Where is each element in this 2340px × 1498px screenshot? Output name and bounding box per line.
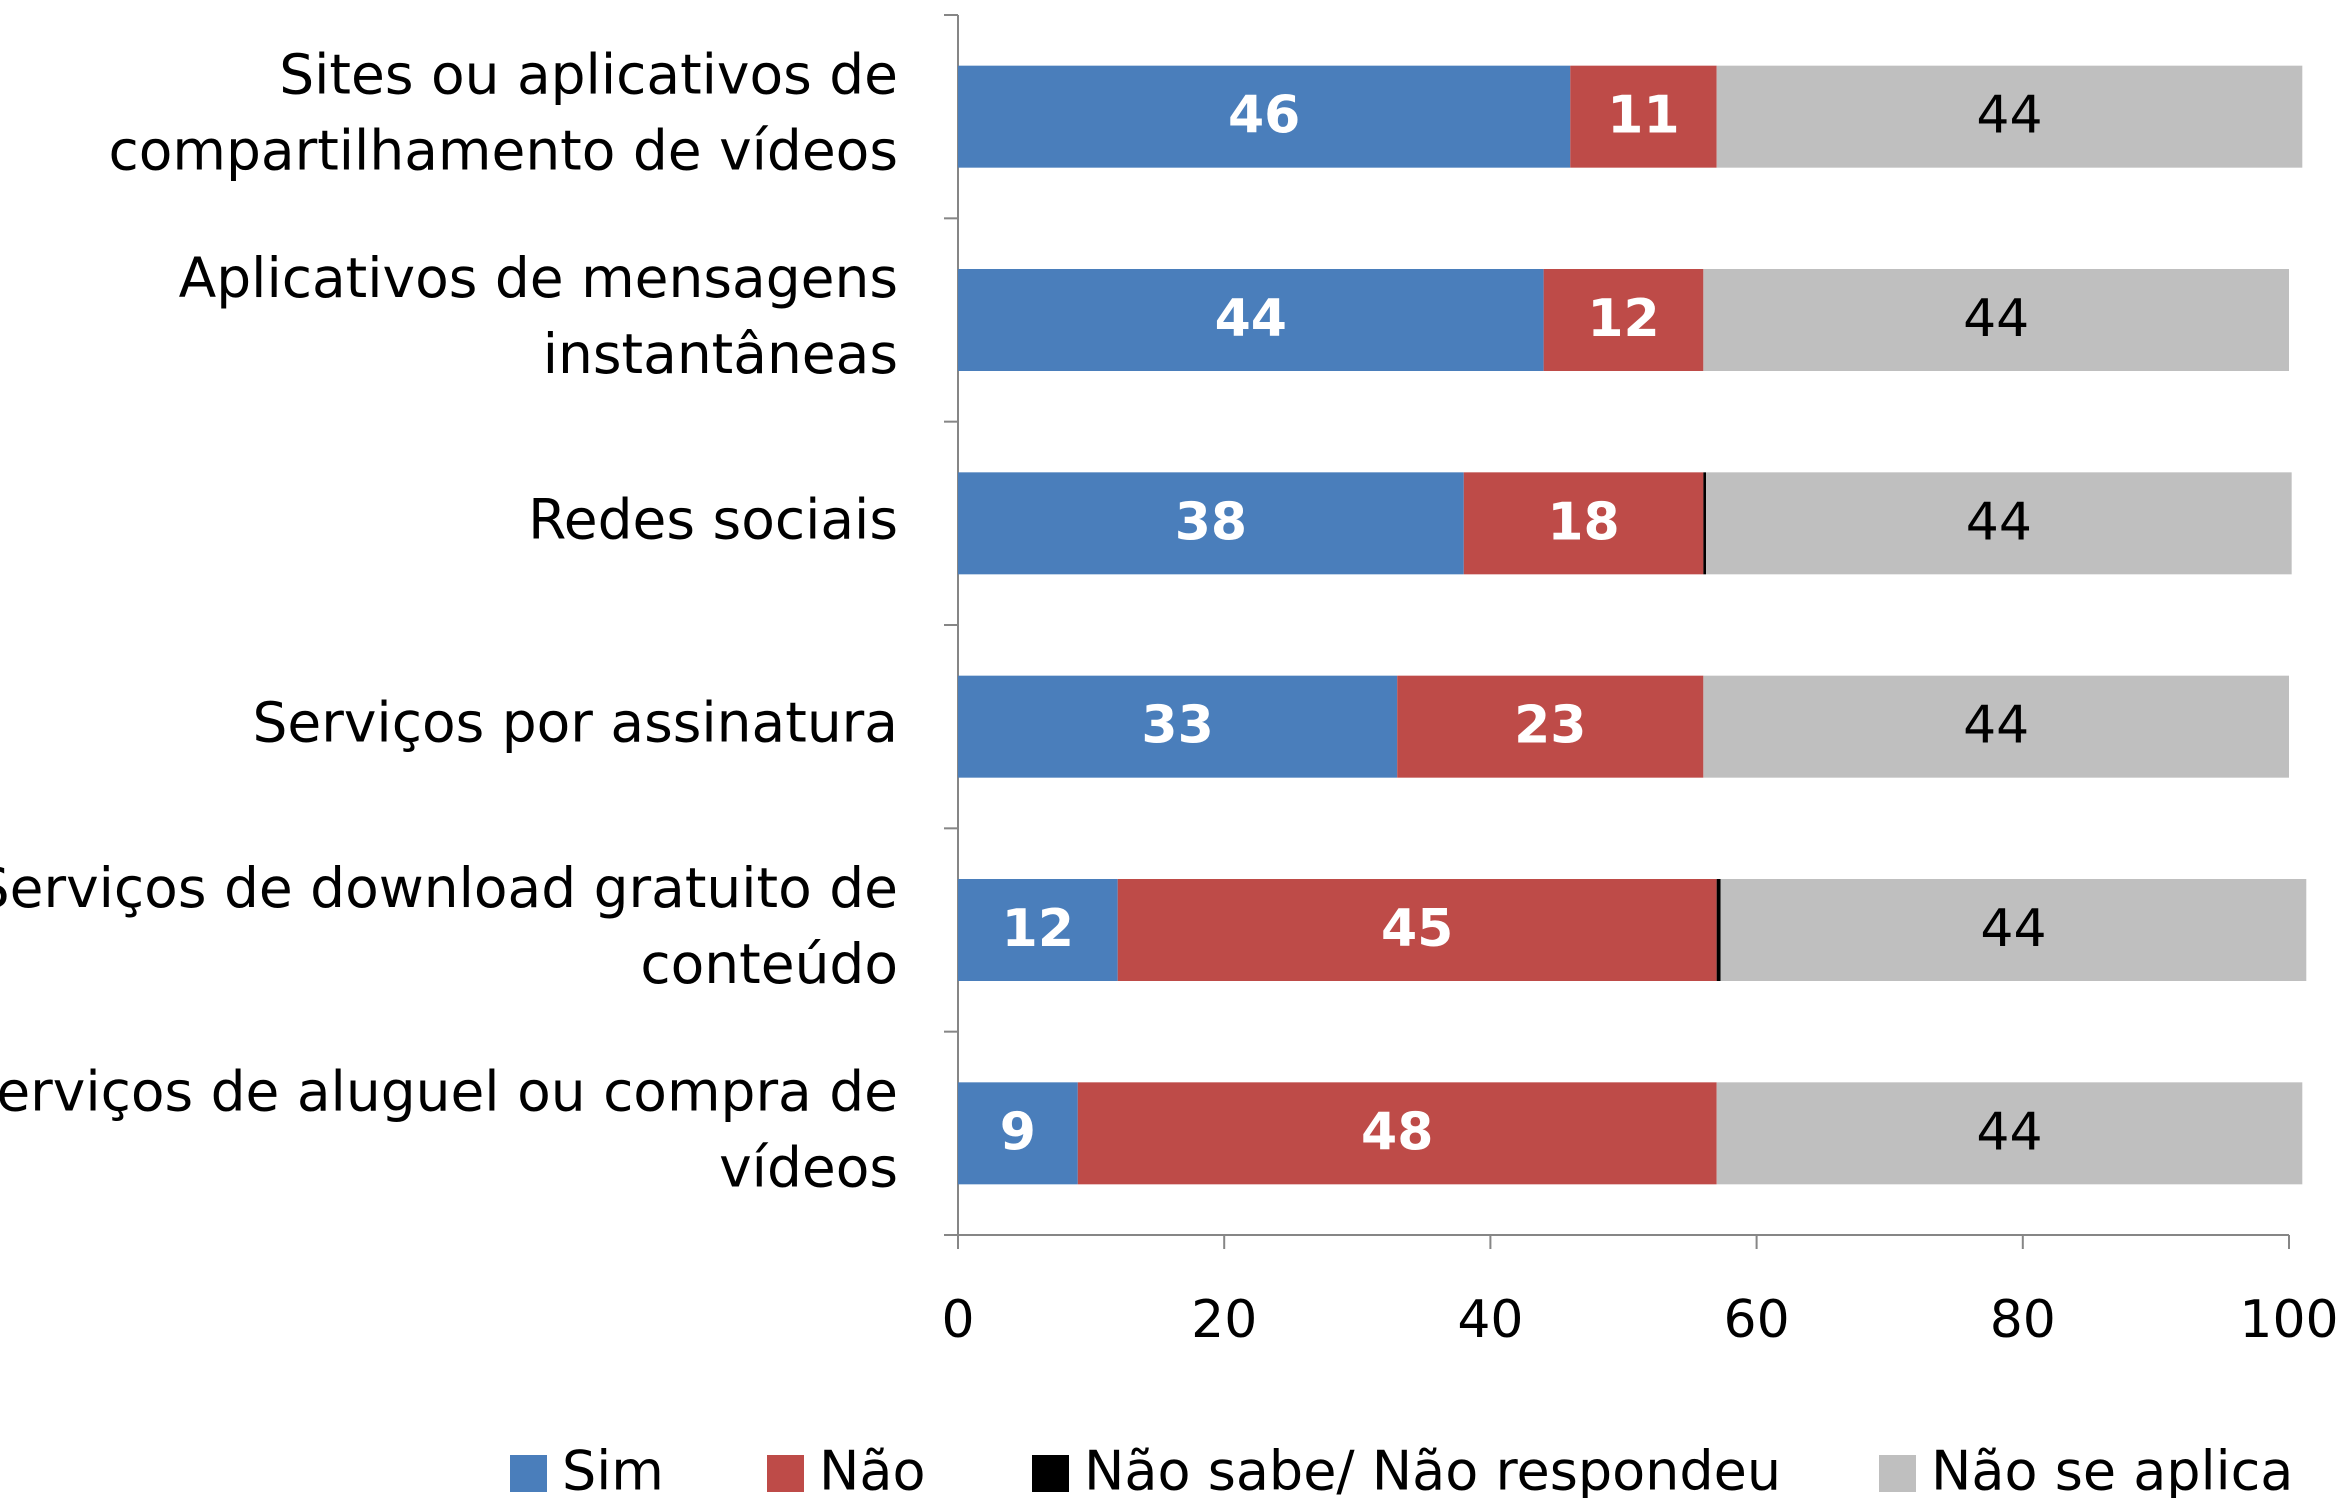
x-tick-label: 60 bbox=[1724, 1290, 1790, 1350]
legend-label: Não se aplica bbox=[1931, 1440, 2293, 1498]
legend-swatch bbox=[1032, 1455, 1069, 1492]
bar-segment bbox=[958, 65, 1571, 168]
value-label: 12 bbox=[1002, 899, 1074, 959]
value-label: 11 bbox=[1607, 86, 1679, 146]
value-label: 44 bbox=[1980, 899, 2046, 959]
legend-swatch bbox=[510, 1455, 547, 1492]
bar-segment bbox=[1706, 472, 2292, 575]
bar-segment bbox=[958, 879, 1118, 981]
category-label: Serviços de download gratuito de conteúdo bbox=[0, 856, 898, 996]
value-label: 38 bbox=[1175, 492, 1247, 552]
category-label: Serviços de aluguel ou compra de vídeos bbox=[0, 1059, 898, 1199]
value-label: 12 bbox=[1587, 289, 1659, 349]
x-tick-label: 0 bbox=[941, 1290, 974, 1350]
value-label: 44 bbox=[1976, 86, 2042, 146]
value-label: 44 bbox=[1215, 289, 1287, 349]
x-tick-label: 20 bbox=[1191, 1290, 1257, 1350]
legend-label: Sim bbox=[562, 1440, 664, 1498]
value-label: 44 bbox=[1963, 696, 2029, 756]
x-tick-label: 40 bbox=[1457, 1290, 1523, 1350]
value-label: 46 bbox=[1228, 86, 1300, 146]
bar-segment bbox=[1720, 879, 2307, 981]
bar-segment bbox=[958, 269, 1544, 371]
legend-label: Não bbox=[819, 1440, 926, 1498]
x-tick-label: 80 bbox=[1990, 1290, 2056, 1350]
legend-label: Não sabe/ Não respondeu bbox=[1084, 1440, 1781, 1498]
bar-segment bbox=[1570, 65, 1717, 168]
value-label: 44 bbox=[1966, 492, 2032, 552]
value-label: 48 bbox=[1361, 1102, 1433, 1162]
legend-swatch bbox=[767, 1455, 804, 1492]
bar-segment bbox=[958, 1082, 1078, 1185]
bar-segment bbox=[1077, 1082, 1717, 1185]
value-label: 44 bbox=[1976, 1102, 2042, 1162]
bar-segment bbox=[1703, 472, 1707, 575]
bar-segment bbox=[1397, 675, 1704, 778]
bar-segment bbox=[1117, 879, 1717, 981]
category-label: Redes sociais bbox=[528, 487, 898, 551]
bar-segment bbox=[1543, 269, 1704, 371]
bar-segment bbox=[1703, 269, 2289, 371]
legend-swatch bbox=[1879, 1455, 1916, 1492]
category-label: Aplicativos de mensagens instantâneas bbox=[179, 246, 898, 386]
bar-segment bbox=[958, 472, 1464, 575]
bar-segment bbox=[958, 675, 1398, 778]
bar-segment bbox=[1716, 65, 2303, 168]
bar-segment bbox=[1703, 675, 2289, 778]
value-label: 44 bbox=[1963, 289, 2029, 349]
category-label: Sites ou aplicativos de compartilhamento … bbox=[109, 43, 898, 183]
bar-segment bbox=[1716, 879, 1721, 981]
value-label: 9 bbox=[1000, 1102, 1036, 1162]
value-label: 45 bbox=[1381, 899, 1453, 959]
bar-segment bbox=[1463, 472, 1704, 575]
x-tick-label: 100 bbox=[2239, 1290, 2338, 1350]
bar-segment bbox=[1716, 1082, 2303, 1185]
category-label: Serviços por assinatura bbox=[253, 691, 898, 755]
value-label: 23 bbox=[1514, 696, 1586, 756]
value-label: 18 bbox=[1547, 492, 1619, 552]
value-label: 33 bbox=[1141, 696, 1213, 756]
